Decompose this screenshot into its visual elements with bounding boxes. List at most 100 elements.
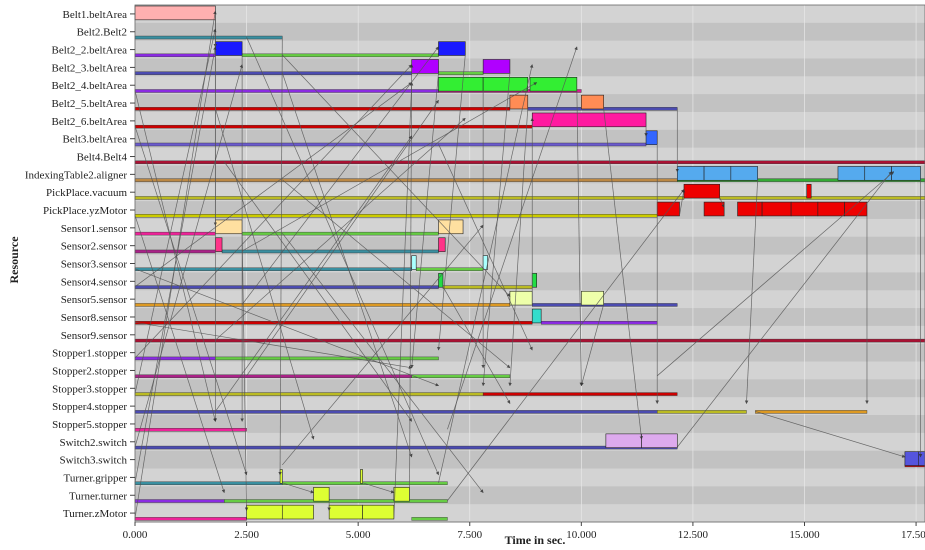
task-bar (837, 166, 866, 181)
x-tick-label: 0.000 (123, 529, 148, 541)
y-tick-label: PickPlace.vacuum (46, 187, 127, 199)
timeline-segment (134, 445, 678, 450)
dependency-arrow (134, 28, 217, 394)
timeline-segment (134, 517, 247, 521)
y-tick-label: Belt2_6.beltArea (52, 116, 128, 128)
dependency-arrows (134, 4, 925, 523)
task-bars (134, 5, 925, 520)
dependency-arrow (134, 64, 244, 448)
task-bar (279, 469, 283, 484)
task-bar (645, 130, 658, 145)
y-tick-label: Sensor9.sensor (61, 330, 128, 342)
task-bar (656, 201, 680, 217)
dependency-arrow (134, 215, 226, 494)
y-tick-label: Stopper2.stopper (52, 365, 127, 377)
timeline-segment (241, 231, 439, 236)
dependency-arrow (134, 90, 217, 422)
dependency-arrow (393, 81, 414, 519)
dependency-arrow (719, 197, 725, 208)
dependency-arrow (656, 171, 895, 377)
x-tick-label: 15.000 (789, 529, 820, 541)
task-bar (438, 237, 446, 252)
y-tick-label: Belt2_3.beltArea (52, 62, 128, 74)
task-bar (703, 166, 732, 181)
dependency-arrow (134, 46, 217, 483)
timeline-segment (134, 71, 412, 75)
x-tick-label: 5.000 (346, 529, 371, 541)
timeline-segment (532, 303, 678, 307)
x-tick-label: 2.500 (234, 529, 259, 541)
dependency-arrow (447, 189, 685, 501)
task-bar (581, 94, 604, 110)
y-tick-label: Sensor3.sensor (61, 259, 128, 271)
y-tick-label: Belt2.Belt2 (77, 27, 127, 39)
row-band (135, 415, 925, 434)
task-bar (411, 255, 417, 270)
task-bar (891, 166, 921, 181)
dependency-arrow (410, 72, 439, 369)
dependency-arrow (438, 64, 534, 483)
task-bar (730, 166, 758, 181)
y-tick-label: Stopper4.stopper (52, 401, 127, 413)
y-tick-label: Belt4.Belt4 (77, 152, 128, 164)
dependency-arrow (755, 411, 906, 458)
timeline-segment (411, 374, 511, 378)
dependency-arrow (134, 126, 248, 476)
timeline-segment (134, 231, 216, 236)
y-tick-label: Sensor2.sensor (61, 241, 128, 253)
y-tick-label: Belt2_4.beltArea (52, 80, 128, 92)
dependency-arrow (580, 304, 604, 387)
dependency-arrow (677, 171, 892, 448)
timeline-segment (134, 267, 412, 271)
task-bar (605, 433, 642, 448)
task-bar (362, 504, 395, 520)
task-bar (761, 201, 792, 217)
task-bar (641, 433, 678, 448)
task-bar (134, 5, 216, 21)
y-axis-title: Resource (7, 236, 21, 284)
x-tick-label: 7.500 (457, 529, 482, 541)
task-bar (790, 201, 819, 217)
timeline-segment (241, 53, 439, 58)
y-tick-label: Turner.gripper (64, 472, 128, 484)
task-bar (328, 504, 363, 520)
timeline-segment (415, 267, 484, 271)
dependency-arrow (134, 321, 413, 370)
task-bar (438, 219, 464, 235)
row-band (135, 5, 925, 24)
dependency-arrow (508, 108, 529, 387)
task-bar (531, 273, 537, 288)
task-bar (438, 77, 484, 92)
dependency-arrow (744, 179, 758, 405)
dependency-arrow (603, 108, 643, 440)
timeline-segment (215, 356, 439, 361)
task-bar (215, 41, 243, 56)
y-tick-label: Turner.turner (69, 490, 127, 502)
task-bar (482, 59, 511, 74)
dependency-arrow (223, 161, 413, 422)
dependency-arrow (438, 143, 533, 351)
task-bar (806, 183, 812, 199)
y-tick-label: Belt1.beltArea (63, 9, 128, 21)
dependency-arrow (215, 135, 413, 412)
timeline-segment (134, 89, 439, 93)
task-bar (393, 487, 410, 502)
task-bar (529, 77, 578, 92)
dependency-arrow (282, 232, 484, 494)
dependency-arrow (282, 224, 484, 466)
timeline-segment (134, 356, 216, 361)
timeline-segment (755, 410, 868, 414)
x-axis-title: Time in sec. (505, 533, 566, 547)
y-tick-label: Switch3.switch (59, 455, 127, 467)
task-bar (531, 112, 647, 128)
y-tick-label: Sensor8.sensor (61, 312, 128, 324)
x-tick-label: 17.500 (901, 529, 925, 541)
timeline-segment (134, 196, 685, 200)
task-bar (438, 41, 466, 56)
dependency-arrow (576, 90, 584, 387)
dependency-arrow (437, 54, 466, 351)
y-tick-label: Belt3.beltArea (63, 134, 128, 146)
timeline-segment (134, 392, 484, 396)
